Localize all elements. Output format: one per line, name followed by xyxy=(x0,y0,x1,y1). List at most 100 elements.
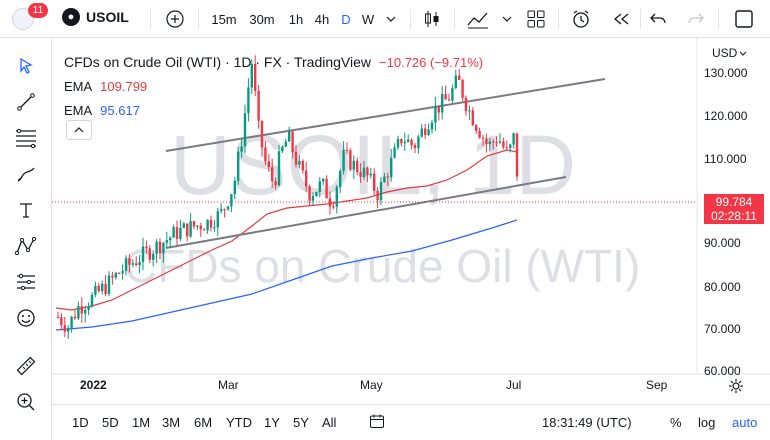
candle-body xyxy=(498,141,502,143)
candle-body xyxy=(515,133,519,177)
y-tick: 120.000 xyxy=(704,109,748,123)
candle-body xyxy=(206,219,209,231)
candle-body xyxy=(311,196,315,201)
symbol-search[interactable]: ● USOIL xyxy=(62,8,129,26)
candle-body xyxy=(87,306,90,310)
chart-settings-gear-icon[interactable] xyxy=(728,378,744,399)
candle-body xyxy=(216,211,219,228)
candle-body xyxy=(342,150,345,171)
chevron-down-icon[interactable] xyxy=(500,7,514,31)
date-range-calendar-icon[interactable] xyxy=(369,413,385,432)
candle-body xyxy=(434,106,437,123)
range-6m[interactable]: 6M xyxy=(194,415,213,430)
auto-scale-toggle[interactable]: auto xyxy=(732,415,758,430)
candle-body xyxy=(131,263,134,265)
chevron-down-icon[interactable] xyxy=(383,7,399,31)
candle-body xyxy=(383,176,386,183)
undo-icon[interactable] xyxy=(646,7,670,31)
candle-body xyxy=(291,131,294,153)
redo-icon[interactable] xyxy=(684,7,708,31)
interval-d[interactable]: D xyxy=(341,11,351,27)
emoji-icon[interactable] xyxy=(12,304,40,332)
trend-line-icon[interactable] xyxy=(12,88,40,116)
candle-body xyxy=(77,306,80,319)
prediction-measure-icon[interactable] xyxy=(12,268,40,296)
interval-30m[interactable]: 30m xyxy=(249,11,275,27)
candle-body xyxy=(243,113,247,147)
candle-body xyxy=(305,170,308,187)
candle-body xyxy=(339,170,342,188)
alert-clock-icon[interactable] xyxy=(568,7,594,31)
candle-body xyxy=(505,147,508,149)
chart-legend: CFDs on Crude Oil (WTI) · 1D · FX · Trad… xyxy=(64,50,483,122)
replay-rewind-icon[interactable] xyxy=(608,7,634,31)
candle-body xyxy=(165,240,168,243)
ruler-icon[interactable] xyxy=(12,352,40,380)
divider xyxy=(410,9,411,29)
brush-icon[interactable] xyxy=(12,160,40,188)
candle-body xyxy=(94,285,97,295)
layouts-grid-icon[interactable] xyxy=(524,7,548,31)
fib-retracement-icon[interactable] xyxy=(12,124,40,152)
candle-body xyxy=(417,136,420,149)
utc-clock[interactable]: 18:31:49 (UTC) xyxy=(542,415,632,430)
cursor-icon[interactable] xyxy=(12,52,40,80)
notification-badge: 11 xyxy=(28,3,48,18)
y-tick: 80.000 xyxy=(704,280,741,294)
candle-body xyxy=(73,316,77,319)
divider xyxy=(558,9,559,29)
text-tool-icon[interactable] xyxy=(12,196,40,224)
currency-selector[interactable]: USD xyxy=(712,46,747,60)
interval-w[interactable]: W xyxy=(361,11,375,27)
range-ytd[interactable]: YTD xyxy=(226,415,252,430)
candle-body xyxy=(80,306,83,314)
legend-collapse-button[interactable] xyxy=(66,120,92,140)
pattern-icon[interactable] xyxy=(12,232,40,260)
indicators-icon[interactable] xyxy=(464,7,492,31)
percent-scale-toggle[interactable]: % xyxy=(670,415,682,430)
range-all[interactable]: All xyxy=(322,415,337,430)
bar-countdown: 02:28:11 xyxy=(711,209,757,223)
range-5d[interactable]: 5D xyxy=(102,415,119,430)
candle-body xyxy=(485,138,488,145)
range-5y[interactable]: 5Y xyxy=(293,415,309,430)
x-tick: May xyxy=(360,378,383,392)
range-1m[interactable]: 1M xyxy=(132,415,151,430)
candle-body xyxy=(335,187,338,207)
fullscreen-square-icon[interactable] xyxy=(732,7,756,31)
ema2-label[interactable]: EMA xyxy=(64,102,93,118)
range-1d[interactable]: 1D xyxy=(72,415,89,430)
interval-1h[interactable]: 1h xyxy=(288,11,304,27)
range-3m[interactable]: 3M xyxy=(162,415,181,430)
user-avatar[interactable]: 11 xyxy=(8,3,48,32)
zoom-in-icon[interactable] xyxy=(12,388,40,416)
candle-body xyxy=(492,141,495,143)
candle-body xyxy=(475,125,478,131)
candle-body xyxy=(301,160,304,171)
candle-body xyxy=(240,146,243,152)
candle-body xyxy=(281,146,284,152)
x-tick: Sep xyxy=(646,378,668,392)
candle-body xyxy=(298,160,301,165)
candle-body xyxy=(254,63,257,91)
log-scale-toggle[interactable]: log xyxy=(698,415,716,430)
candle-body xyxy=(237,151,240,181)
price-chart[interactable]: USOIL, 1D CFDs on Crude Oil (WTI) xyxy=(52,38,770,400)
candle-body xyxy=(502,141,505,148)
candles-group xyxy=(56,55,519,339)
chart-title[interactable]: CFDs on Crude Oil (WTI) · 1D · FX · Trad… xyxy=(64,54,372,70)
compare-add-icon[interactable] xyxy=(164,7,186,31)
candle-body xyxy=(114,273,117,278)
candle-body xyxy=(63,325,66,332)
ema1-label[interactable]: EMA xyxy=(64,78,93,94)
interval-15m[interactable]: 15m xyxy=(211,11,237,27)
top-toolbar: 11 ● USOIL 15m 30m 1h 4h D W xyxy=(0,0,770,38)
interval-4h[interactable]: 4h xyxy=(314,11,330,27)
candles-chart-type-icon[interactable] xyxy=(420,7,444,31)
candle-body xyxy=(424,128,427,135)
candle-body xyxy=(97,285,100,292)
candle-body xyxy=(471,110,474,126)
chevron-down-icon xyxy=(739,51,747,56)
range-1y[interactable]: 1Y xyxy=(264,415,280,430)
candle-body xyxy=(128,258,131,265)
